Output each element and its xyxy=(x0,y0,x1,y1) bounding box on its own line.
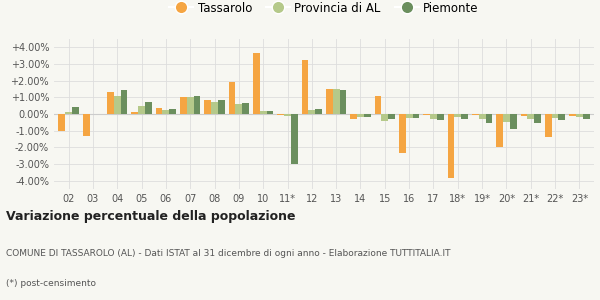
Bar xyxy=(107,92,114,114)
Text: COMUNE DI TASSAROLO (AL) - Dati ISTAT al 31 dicembre di ogni anno - Elaborazione: COMUNE DI TASSAROLO (AL) - Dati ISTAT al… xyxy=(6,249,451,258)
Bar xyxy=(315,109,322,114)
Bar xyxy=(357,114,364,116)
Bar xyxy=(72,106,79,114)
Bar xyxy=(423,114,430,115)
Bar xyxy=(229,82,235,114)
Bar xyxy=(461,114,468,119)
Bar xyxy=(485,114,493,123)
Bar xyxy=(180,97,187,114)
Bar xyxy=(364,114,371,116)
Bar xyxy=(413,114,419,118)
Bar xyxy=(527,114,534,119)
Bar xyxy=(576,114,583,117)
Bar xyxy=(350,114,357,119)
Bar xyxy=(559,114,565,120)
Bar xyxy=(479,114,485,119)
Bar xyxy=(284,114,291,116)
Bar xyxy=(545,114,551,137)
Bar xyxy=(145,102,152,114)
Bar xyxy=(374,96,382,114)
Bar xyxy=(326,89,333,114)
Bar xyxy=(308,110,315,114)
Bar xyxy=(569,114,576,116)
Bar xyxy=(260,111,266,114)
Bar xyxy=(291,114,298,164)
Legend: Tassarolo, Provincia di AL, Piemonte: Tassarolo, Provincia di AL, Piemonte xyxy=(164,0,484,19)
Bar xyxy=(534,114,541,123)
Bar xyxy=(65,112,72,114)
Bar xyxy=(333,89,340,114)
Bar xyxy=(155,108,163,114)
Bar xyxy=(266,111,274,114)
Bar xyxy=(510,114,517,129)
Bar xyxy=(194,96,200,114)
Bar xyxy=(496,114,503,147)
Text: Variazione percentuale della popolazione: Variazione percentuale della popolazione xyxy=(6,210,296,223)
Bar xyxy=(399,114,406,153)
Bar xyxy=(218,100,225,114)
Bar xyxy=(388,114,395,119)
Bar xyxy=(430,114,437,119)
Bar xyxy=(472,114,479,115)
Bar xyxy=(277,114,284,115)
Bar xyxy=(583,114,590,119)
Bar xyxy=(242,103,249,114)
Bar xyxy=(503,114,510,122)
Bar xyxy=(114,96,121,114)
Bar xyxy=(382,114,388,121)
Bar xyxy=(205,100,211,114)
Text: (*) post-censimento: (*) post-censimento xyxy=(6,279,96,288)
Bar xyxy=(340,90,346,114)
Bar xyxy=(302,60,308,114)
Bar xyxy=(551,114,559,118)
Bar xyxy=(163,110,169,114)
Bar xyxy=(253,53,260,114)
Bar xyxy=(235,104,242,114)
Bar xyxy=(437,114,443,120)
Bar xyxy=(406,114,413,118)
Bar xyxy=(187,97,194,114)
Bar xyxy=(454,114,461,117)
Bar xyxy=(83,114,89,136)
Bar xyxy=(138,106,145,114)
Bar xyxy=(211,101,218,114)
Bar xyxy=(169,109,176,114)
Bar xyxy=(448,114,454,178)
Bar xyxy=(58,114,65,131)
Bar xyxy=(131,112,138,114)
Bar xyxy=(121,90,127,114)
Bar xyxy=(521,114,527,116)
